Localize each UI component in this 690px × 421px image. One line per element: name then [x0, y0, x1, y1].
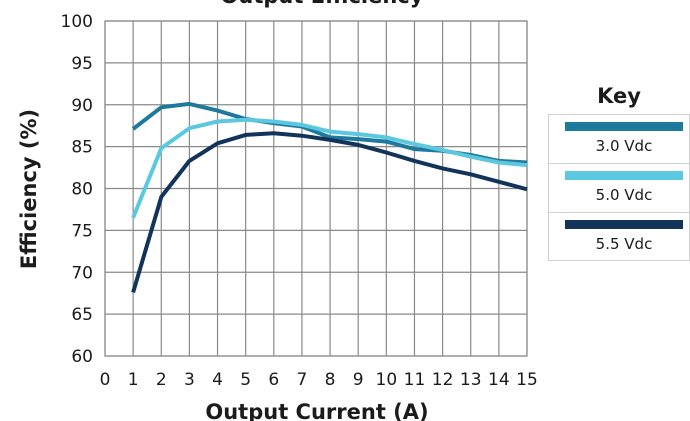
legend-entry: 5.5 Vdc [548, 212, 690, 261]
legend-title: Key [597, 84, 641, 108]
x-tick-label: 13 [460, 370, 482, 390]
x-tick-label: 1 [128, 370, 139, 390]
legend-label: 5.5 Vdc [595, 235, 653, 253]
x-tick-label: 15 [516, 370, 538, 390]
x-tick-label: 3 [184, 370, 195, 390]
x-tick-label: 9 [353, 370, 364, 390]
legend: Key 3.0 Vdc 5.0 Vdc 5.5 Vdc [548, 82, 690, 261]
x-tick-label: 5 [240, 370, 251, 390]
x-tick-label: 12 [432, 370, 454, 390]
legend-label: 3.0 Vdc [595, 137, 653, 155]
axis-ticks: 0 1 2 3 4 5 6 7 8 9 10 11 12 13 14 15606570758085909510… [61, 12, 538, 390]
x-axis-label: Output Current (A) [205, 400, 428, 421]
grid [104, 20, 528, 357]
legend-swatch [565, 220, 683, 229]
legend-entry: 5.0 Vdc [548, 163, 690, 212]
x-tick-label: 4 [212, 370, 223, 390]
x-tick-label: 6 [268, 370, 279, 390]
y-tick-label: 100 [61, 12, 93, 32]
x-tick-label: 14 [488, 370, 510, 390]
legend-entry: 3.0 Vdc [548, 114, 690, 163]
y-tick-label: 75 [71, 221, 93, 241]
series-line-5-0-vdc [131, 117, 528, 219]
y-axis-label: Efficiency (%) [17, 109, 41, 269]
series-lines [131, 101, 528, 293]
legend-swatch [565, 122, 683, 131]
x-tick-label: 11 [404, 370, 426, 390]
y-tick-label: 65 [71, 305, 93, 325]
y-tick-label: 90 [71, 96, 93, 116]
x-tick-label: 10 [376, 370, 398, 390]
y-tick-label: 60 [71, 347, 93, 367]
x-tick-label: 2 [156, 370, 167, 390]
efficiency-chart: 0 1 2 3 4 5 6 7 8 9 10 11 12 13 14 15606570758085909510… [17, 0, 538, 421]
y-tick-label: 95 [71, 54, 93, 74]
y-tick-label: 80 [71, 180, 93, 200]
x-tick-label: 0 [100, 370, 111, 390]
y-tick-label: 85 [71, 138, 93, 158]
series-line-5-5-vdc [131, 131, 528, 293]
legend-swatch [565, 171, 683, 180]
x-tick-label: 7 [297, 370, 308, 390]
legend-label: 5.0 Vdc [595, 186, 653, 204]
chart-title: Output Efficiency [221, 0, 424, 8]
y-tick-label: 70 [71, 263, 93, 283]
x-tick-label: 8 [325, 370, 336, 390]
